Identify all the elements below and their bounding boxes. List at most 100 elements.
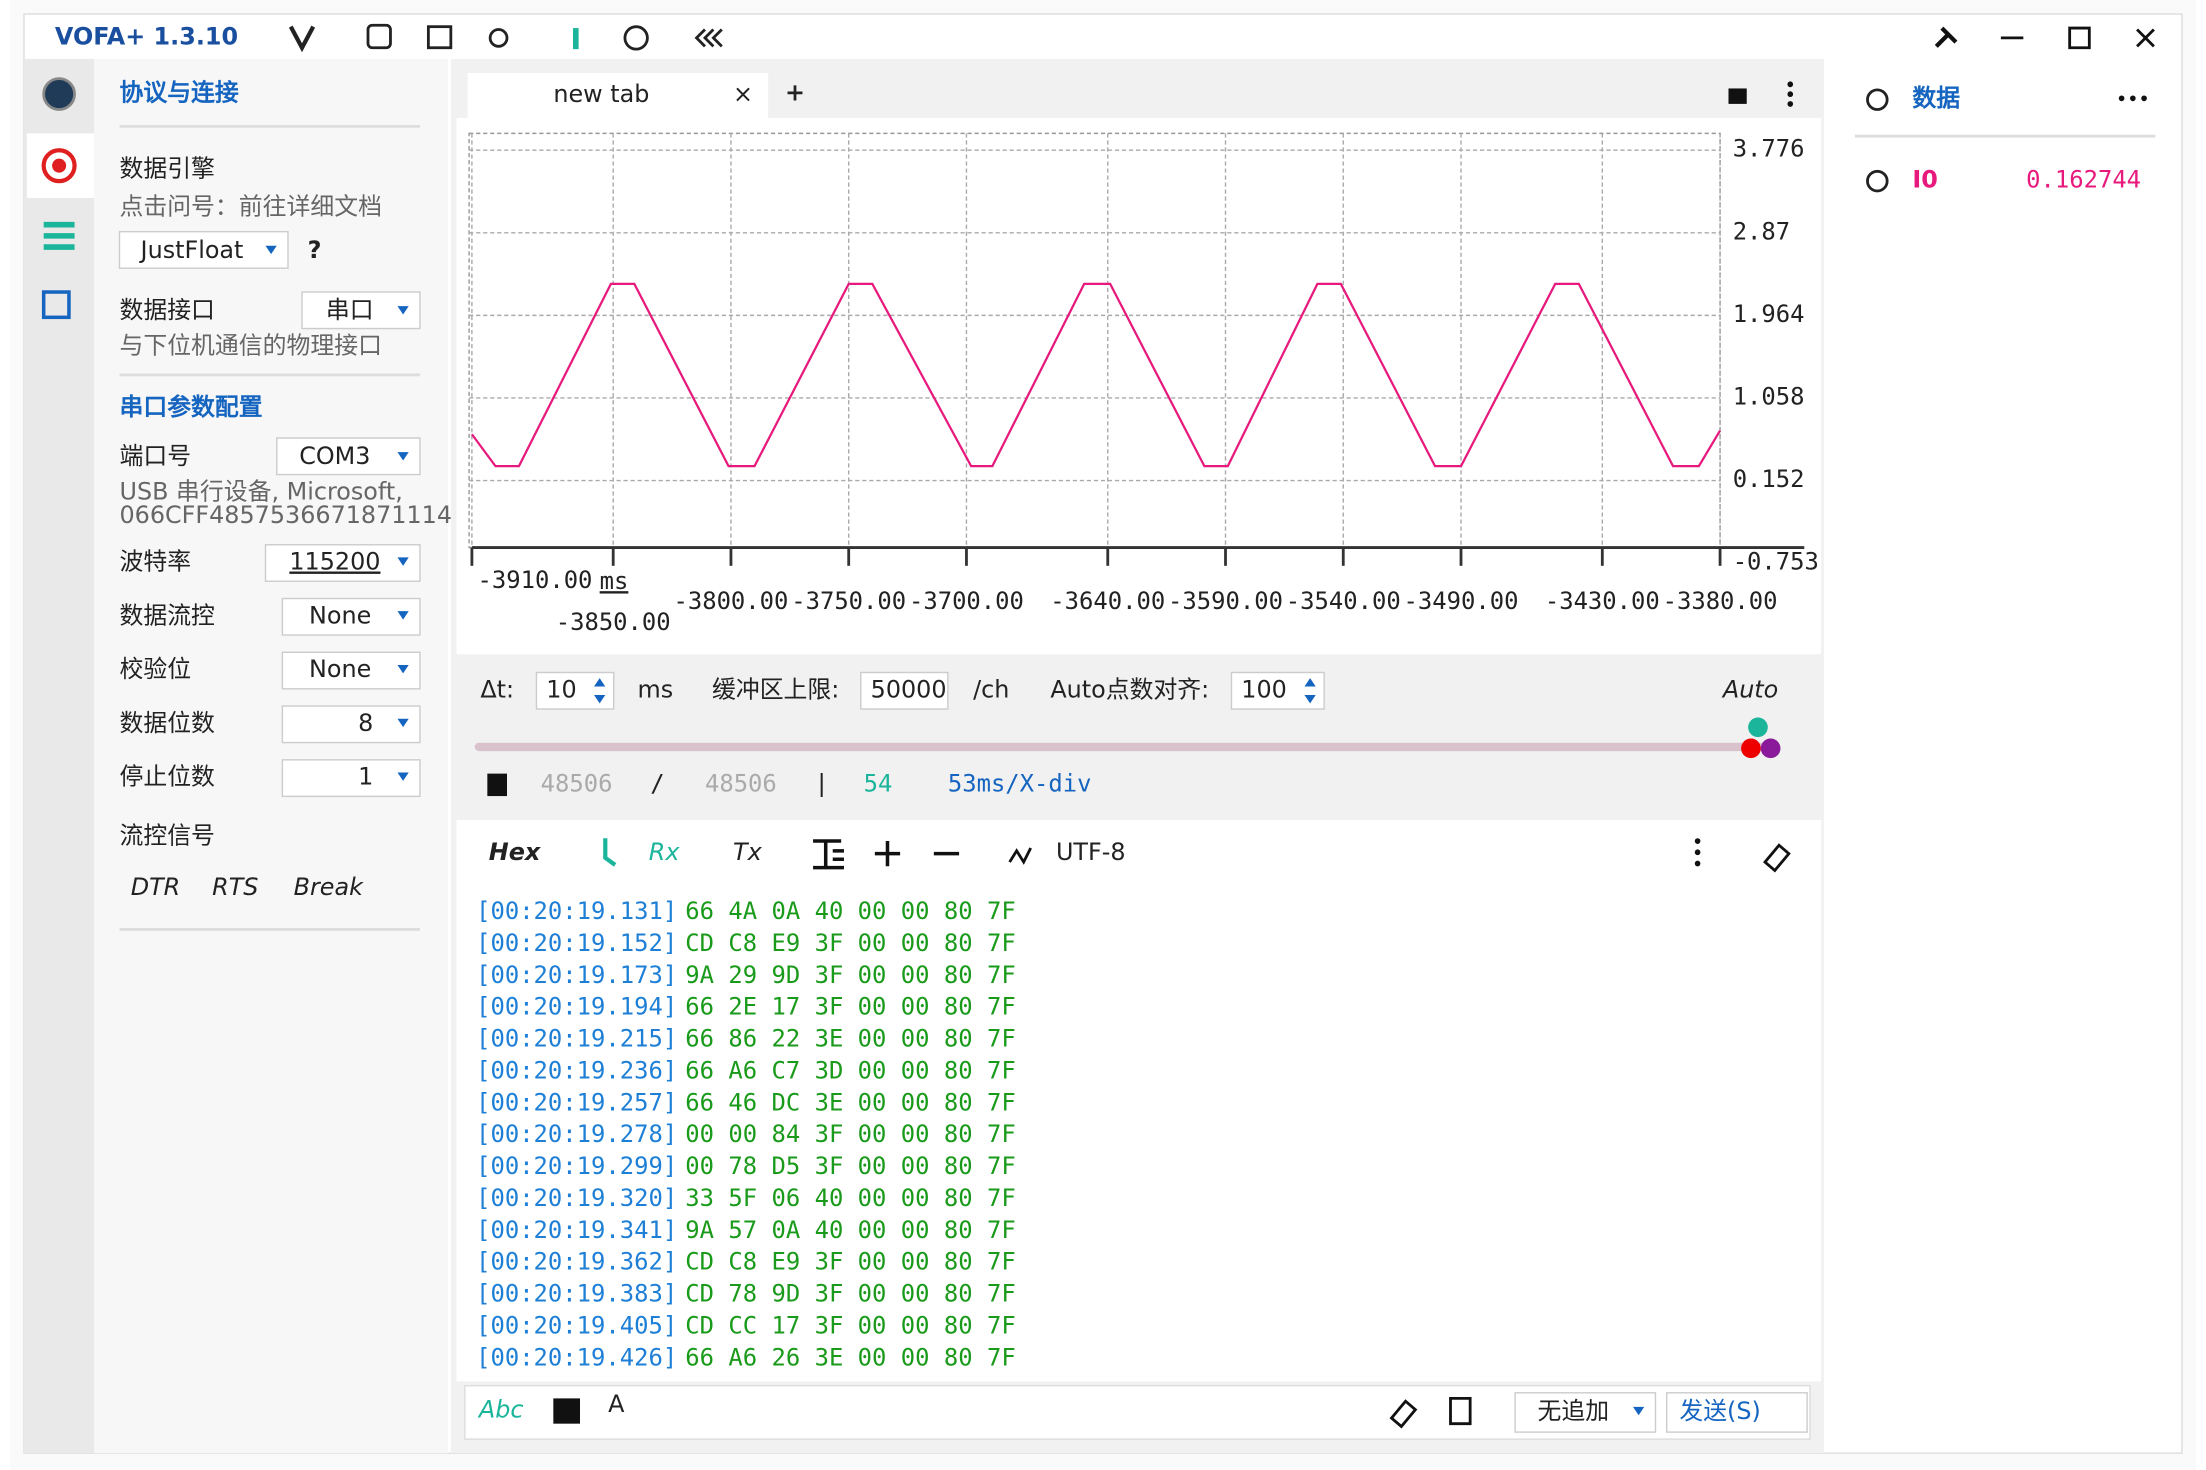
dropdown[interactable] bbox=[281, 597, 421, 636]
log-time: [00:20:19.278] bbox=[476, 1120, 677, 1148]
icon-info[interactable] bbox=[572, 28, 579, 50]
dropdown-arrow bbox=[265, 245, 277, 255]
icon-encoding[interactable] bbox=[1008, 847, 1032, 865]
send-mode[interactable]: Abc bbox=[477, 1396, 524, 1424]
dropdown[interactable] bbox=[1514, 1392, 1657, 1433]
icon-finger[interactable] bbox=[623, 25, 649, 51]
x-tick-label: -3750.00 bbox=[791, 587, 906, 615]
label: 数据流控 bbox=[119, 601, 214, 629]
tab[interactable] bbox=[467, 73, 769, 118]
y-tick-label: -0.753 bbox=[1733, 548, 1819, 576]
dropdown[interactable] bbox=[301, 291, 421, 330]
y-tick-label: 1.964 bbox=[1733, 300, 1805, 328]
count: 48506 bbox=[541, 769, 613, 797]
send-tools[interactable] bbox=[1389, 1396, 1472, 1429]
icon-v[interactable] bbox=[288, 25, 316, 53]
separator: | bbox=[814, 769, 828, 797]
dropdown-value: 115200 bbox=[289, 548, 380, 576]
input[interactable] bbox=[860, 671, 949, 710]
plot-panel bbox=[456, 117, 1822, 655]
x-tick-label: -3490.00 bbox=[1404, 587, 1519, 615]
label: 缓冲区上限: bbox=[712, 675, 839, 703]
icon-tool[interactable] bbox=[366, 23, 392, 50]
icon-collapse[interactable] bbox=[694, 28, 723, 48]
icon-timestamp[interactable] bbox=[603, 838, 617, 867]
tab-close[interactable]: × bbox=[733, 80, 753, 108]
log-bytes: 66 A6 C7 3D 00 00 80 7F bbox=[685, 1056, 1015, 1084]
dropdown-value: 8 bbox=[358, 709, 373, 737]
total: 48506 bbox=[705, 769, 777, 797]
log-bytes: 33 5F 06 40 00 00 80 7F bbox=[685, 1184, 1015, 1212]
dropdown[interactable] bbox=[276, 437, 421, 476]
log-tools[interactable] bbox=[813, 839, 960, 870]
label: 校验位 bbox=[119, 655, 191, 683]
log-bytes: 66 A6 26 3E 00 00 80 7F bbox=[685, 1343, 1015, 1371]
dropdown[interactable] bbox=[118, 230, 289, 269]
dropdown-value: COM3 bbox=[299, 442, 370, 470]
icon-pin[interactable] bbox=[1934, 26, 1958, 48]
slider-handle[interactable] bbox=[1760, 738, 1781, 759]
log-time: [00:20:19.341] bbox=[476, 1216, 677, 1244]
separator: / bbox=[650, 769, 664, 797]
icon-shirt[interactable] bbox=[426, 25, 453, 50]
dropdown-value: None bbox=[309, 655, 371, 683]
rail-icon[interactable] bbox=[43, 221, 75, 250]
channel-value: 0.162744 bbox=[2026, 166, 2141, 194]
label: 停止位数 bbox=[119, 763, 215, 791]
icon-rail bbox=[24, 58, 95, 1454]
dropdown-arrow bbox=[397, 772, 409, 781]
log-bytes: CD C8 E9 3F 00 00 80 7F bbox=[685, 1248, 1015, 1276]
dropdown-value: None bbox=[309, 601, 371, 629]
hint: 点击问号：前往详细文档 bbox=[119, 192, 381, 220]
dropdown-arrow bbox=[1633, 1406, 1645, 1416]
dropdown[interactable] bbox=[281, 759, 421, 798]
tab-add[interactable]: + bbox=[785, 79, 805, 107]
help-button[interactable]: ? bbox=[308, 236, 322, 264]
icon-eye[interactable] bbox=[1866, 169, 1889, 193]
dropdown[interactable] bbox=[264, 544, 421, 582]
label: 数据引擎 bbox=[119, 154, 214, 182]
window-controls[interactable] bbox=[2000, 26, 2155, 50]
rail-icon[interactable] bbox=[41, 290, 71, 320]
dropdown[interactable] bbox=[281, 651, 421, 690]
dropdown-arrow bbox=[397, 557, 409, 566]
icon-eraser[interactable] bbox=[1763, 843, 1791, 873]
log-bytes: 9A 57 0A 40 00 00 80 7F bbox=[685, 1216, 1015, 1244]
hex-button[interactable]: Hex bbox=[489, 838, 541, 866]
flow-button[interactable]: RTS bbox=[212, 873, 258, 901]
spinbox[interactable] bbox=[1230, 671, 1325, 710]
icon-eye[interactable] bbox=[1866, 88, 1889, 111]
x-div: 53ms/X-div bbox=[948, 769, 1092, 797]
icon-lock[interactable] bbox=[1728, 88, 1747, 104]
rail-icon[interactable] bbox=[42, 77, 76, 111]
dropdown-value: JustFloat bbox=[139, 236, 244, 264]
label: Auto点数对齐: bbox=[1050, 675, 1209, 703]
rail-icon[interactable] bbox=[41, 148, 77, 184]
dropdown-value: 串口 bbox=[326, 296, 374, 324]
spinbox-value: 100 bbox=[1241, 675, 1287, 703]
icon-file[interactable] bbox=[553, 1398, 581, 1424]
log-time: [00:20:19.236] bbox=[476, 1056, 677, 1084]
icon-capture[interactable] bbox=[488, 28, 509, 48]
series-line bbox=[470, 282, 1722, 468]
slider[interactable] bbox=[474, 742, 1781, 752]
slider-handle[interactable] bbox=[1748, 717, 1768, 738]
flow-button[interactable]: DTR bbox=[131, 873, 181, 901]
send-input[interactable]: A bbox=[608, 1390, 625, 1418]
x-tick-label: -3700.00 bbox=[909, 587, 1024, 615]
log-time: [00:20:19.215] bbox=[476, 1025, 677, 1053]
flow-button[interactable]: Break bbox=[294, 873, 364, 901]
dropdown-arrow bbox=[397, 718, 409, 728]
send-button[interactable] bbox=[1666, 1392, 1808, 1433]
encoding[interactable]: UTF-8 bbox=[1056, 838, 1126, 866]
label: 流控信号 bbox=[119, 821, 214, 849]
tx-button[interactable]: Tx bbox=[733, 838, 763, 866]
log-bytes: 66 2E 17 3F 00 00 80 7F bbox=[685, 993, 1015, 1021]
spinbox[interactable] bbox=[535, 671, 615, 710]
slider-handle[interactable] bbox=[1741, 738, 1761, 759]
dropdown[interactable] bbox=[281, 705, 421, 744]
auto-button[interactable]: Auto bbox=[1721, 675, 1778, 703]
icon-trash[interactable] bbox=[487, 773, 507, 797]
x-tick-label: -3590.00 bbox=[1168, 587, 1283, 615]
rx-button[interactable]: Rx bbox=[649, 838, 681, 866]
